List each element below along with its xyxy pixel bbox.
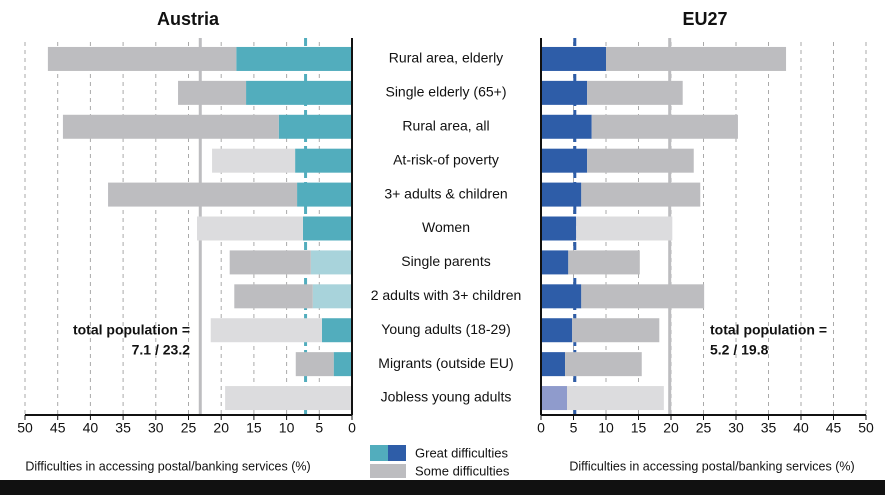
- annotation: total population =: [73, 322, 190, 338]
- category-label: 3+ adults & children: [384, 185, 507, 201]
- bar-some: [567, 386, 664, 411]
- x-tick-label: 35: [761, 420, 777, 436]
- bar-great: [278, 114, 352, 139]
- bar-some: [591, 114, 738, 139]
- x-tick-label: 25: [696, 420, 712, 436]
- bar-some: [581, 284, 705, 309]
- panel-title: EU27: [682, 9, 727, 29]
- legend-label: Great difficulties: [415, 445, 508, 460]
- bar-some: [229, 250, 311, 275]
- category-label: Single parents: [401, 253, 491, 269]
- category-label: Migrants (outside EU): [378, 355, 513, 371]
- bar-great: [541, 80, 588, 105]
- bar-great: [236, 46, 352, 71]
- x-tick-label: 5: [315, 420, 323, 436]
- bar-some: [576, 216, 673, 241]
- bar-some: [178, 80, 247, 105]
- x-axis-label: Difficulties in accessing postal/banking…: [569, 459, 854, 473]
- x-tick-label: 10: [279, 420, 295, 436]
- category-label: Women: [422, 219, 470, 235]
- category-label: At-risk-of poverty: [393, 151, 499, 167]
- category-label: Young adults (18-29): [381, 321, 510, 337]
- legend-swatch: [370, 445, 388, 461]
- x-tick-label: 20: [663, 420, 679, 436]
- legend-swatch: [370, 464, 406, 478]
- x-tick-label: 30: [148, 420, 164, 436]
- bar-great: [310, 250, 352, 275]
- bar-some: [197, 216, 303, 241]
- x-tick-label: 10: [598, 420, 614, 436]
- bar-some: [587, 80, 683, 105]
- legend-label: Some difficulties: [415, 463, 510, 478]
- bar-some: [295, 352, 334, 377]
- bar-some: [62, 114, 279, 139]
- footer-bar: [0, 480, 885, 495]
- bar-some: [587, 148, 694, 173]
- bar-some: [568, 250, 640, 275]
- bar-some: [572, 318, 660, 343]
- bar-some: [225, 386, 352, 411]
- panel-title: Austria: [157, 9, 220, 29]
- x-tick-label: 45: [826, 420, 842, 436]
- bar-great: [541, 114, 592, 139]
- x-tick-label: 45: [50, 420, 66, 436]
- category-label: Single elderly (65+): [385, 84, 506, 100]
- annotation: 7.1 / 23.2: [132, 342, 191, 358]
- x-tick-label: 50: [858, 420, 874, 436]
- x-tick-label: 15: [631, 420, 647, 436]
- category-label: Jobless young adults: [381, 389, 512, 405]
- bar-great: [541, 386, 567, 411]
- bar-some: [210, 318, 322, 343]
- bar-great: [321, 318, 352, 343]
- bar-some: [47, 46, 237, 71]
- x-tick-label: 30: [728, 420, 744, 436]
- bar-great: [297, 182, 352, 207]
- category-label: 2 adults with 3+ children: [371, 287, 522, 303]
- bar-great: [295, 148, 352, 173]
- bar-great: [541, 182, 582, 207]
- bar-some: [581, 182, 701, 207]
- bar-great: [541, 46, 606, 71]
- bar-some: [606, 46, 787, 71]
- x-tick-label: 0: [537, 420, 545, 436]
- bar-some: [108, 182, 298, 207]
- bar-great: [312, 284, 352, 309]
- annotation: 5.2 / 19.8: [710, 342, 769, 358]
- x-axis-label: Difficulties in accessing postal/banking…: [25, 459, 310, 473]
- x-tick-label: 40: [83, 420, 99, 436]
- x-tick-label: 15: [246, 420, 262, 436]
- category-label: Rural area, elderly: [389, 50, 503, 66]
- x-tick-label: 35: [115, 420, 131, 436]
- bar-great: [333, 352, 352, 377]
- x-tick-label: 40: [793, 420, 809, 436]
- bar-great: [541, 352, 566, 377]
- bar-great: [541, 216, 577, 241]
- bar-some: [234, 284, 313, 309]
- x-tick-label: 5: [570, 420, 578, 436]
- bar-some: [212, 148, 296, 173]
- x-tick-label: 0: [348, 420, 356, 436]
- bar-great: [541, 250, 569, 275]
- bar-some: [565, 352, 642, 377]
- bar-great: [541, 318, 573, 343]
- x-tick-label: 25: [181, 420, 197, 436]
- bar-great: [541, 284, 582, 309]
- annotation: total population =: [710, 322, 827, 338]
- x-tick-label: 20: [213, 420, 229, 436]
- category-label: Rural area, all: [402, 117, 489, 133]
- legend-swatch: [388, 445, 406, 461]
- bar-great: [302, 216, 352, 241]
- x-tick-label: 50: [17, 420, 33, 436]
- bar-great: [541, 148, 588, 173]
- bar-great: [246, 80, 352, 105]
